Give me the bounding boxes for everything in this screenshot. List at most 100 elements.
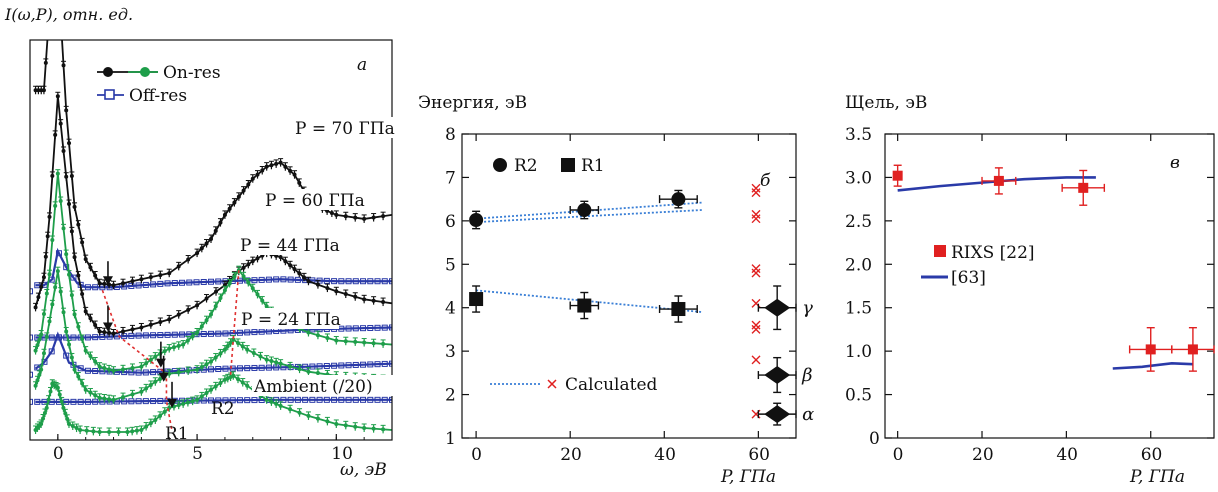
off-res-point <box>352 396 359 403</box>
on-res-point <box>246 280 251 285</box>
on-res-point <box>153 379 158 384</box>
curve-label-bg <box>238 234 338 255</box>
curve-label-bg <box>239 308 339 329</box>
off-res-point <box>150 369 157 376</box>
on-res-point <box>55 94 60 99</box>
on-res-point <box>158 273 163 278</box>
off-res-point <box>179 331 186 338</box>
on-res-point <box>139 427 144 432</box>
on-res-point <box>121 281 126 286</box>
off-res-point <box>171 331 178 338</box>
on-res-point <box>209 387 213 392</box>
off-res-point <box>200 331 207 338</box>
off-res-point <box>208 366 214 373</box>
off-res-point <box>48 398 55 405</box>
off-res-point <box>157 332 164 339</box>
on-res-point <box>148 322 153 327</box>
off-res-point <box>92 284 99 291</box>
on-res-point <box>288 168 293 173</box>
on-res-point <box>371 215 376 220</box>
off-res-point <box>84 284 91 291</box>
on-res-point <box>102 281 107 286</box>
on-res-point <box>325 419 330 424</box>
on-res-point <box>241 274 246 279</box>
off-res-point <box>236 365 243 372</box>
on-res-point <box>362 297 367 302</box>
on-res-point <box>76 273 81 278</box>
on-res-point <box>297 180 302 185</box>
on-res-line <box>34 96 392 335</box>
on-res-point <box>343 423 348 428</box>
legend-off-res-label: Off-res <box>129 86 187 106</box>
calculated-marker <box>751 355 761 365</box>
off-res-point <box>171 280 178 287</box>
on-res-point <box>91 429 96 434</box>
rixs-marker <box>892 170 903 181</box>
on-res-point <box>35 343 40 348</box>
on-res-point <box>353 339 358 344</box>
on-res-point <box>162 409 167 414</box>
y-tick-label-b: 1 <box>445 429 456 449</box>
on-res-point <box>97 430 102 434</box>
off-res-point <box>128 398 135 405</box>
on-res-point <box>148 357 153 362</box>
off-res-point <box>316 396 323 403</box>
off-res-point <box>381 396 388 403</box>
on-res-point <box>148 382 153 387</box>
arrow-60-head <box>102 322 113 332</box>
off-res-point <box>367 278 374 285</box>
calculated-marker <box>751 320 761 330</box>
on-res-point <box>362 216 367 221</box>
on-res-point <box>80 240 85 245</box>
on-res-point <box>381 427 386 432</box>
on-res-point <box>67 202 72 207</box>
on-res-point <box>55 171 60 176</box>
legend-calculated-label: Calculated <box>565 375 658 395</box>
off-res-point <box>157 280 164 287</box>
on-res-point <box>69 355 74 360</box>
on-res-point <box>42 411 47 416</box>
y-tick-label-b: 5 <box>445 255 456 275</box>
curve-label: P = 60 ГПа <box>265 191 365 211</box>
r2-marker <box>671 192 686 207</box>
on-res-point <box>195 251 200 256</box>
on-res-point <box>181 342 186 347</box>
on-res-point <box>186 257 191 262</box>
on-res-point <box>50 302 55 307</box>
peak-label-r1: R1 <box>165 424 189 444</box>
off-res-point <box>367 324 374 331</box>
on-res-point <box>381 214 386 219</box>
off-res-point <box>128 369 135 376</box>
on-res-point <box>88 316 93 321</box>
x-tick-label-c: 40 <box>1056 445 1078 465</box>
on-res-point <box>44 334 49 339</box>
on-res-point <box>167 271 172 276</box>
panel-label-c: в <box>1170 153 1180 173</box>
on-res-point <box>218 380 223 385</box>
on-res-point <box>209 312 213 317</box>
on-res-point <box>167 371 172 376</box>
panel-a-frame <box>29 39 393 441</box>
off-res-point <box>70 334 77 341</box>
on-res-point <box>222 212 227 217</box>
on-res-point <box>144 361 149 366</box>
off-res-point <box>142 332 149 339</box>
off-res-point <box>338 278 345 285</box>
legend-r2-marker <box>493 158 507 172</box>
on-res-point <box>93 393 98 398</box>
y-tick-label-b: 7 <box>445 168 456 188</box>
on-res-point <box>76 222 81 227</box>
off-res-point <box>92 368 99 375</box>
on-res-point <box>102 330 107 335</box>
on-res-point <box>93 359 98 364</box>
on-res-point <box>288 364 293 369</box>
on-res-point <box>334 338 339 343</box>
on-res-point <box>53 203 58 208</box>
off-res-point <box>381 324 388 331</box>
on-res-point <box>258 354 263 359</box>
on-res-point <box>222 288 227 293</box>
on-res-point <box>231 373 236 378</box>
off-res-point <box>287 396 294 403</box>
on-res-point <box>353 215 358 220</box>
off-res-point <box>302 363 309 370</box>
